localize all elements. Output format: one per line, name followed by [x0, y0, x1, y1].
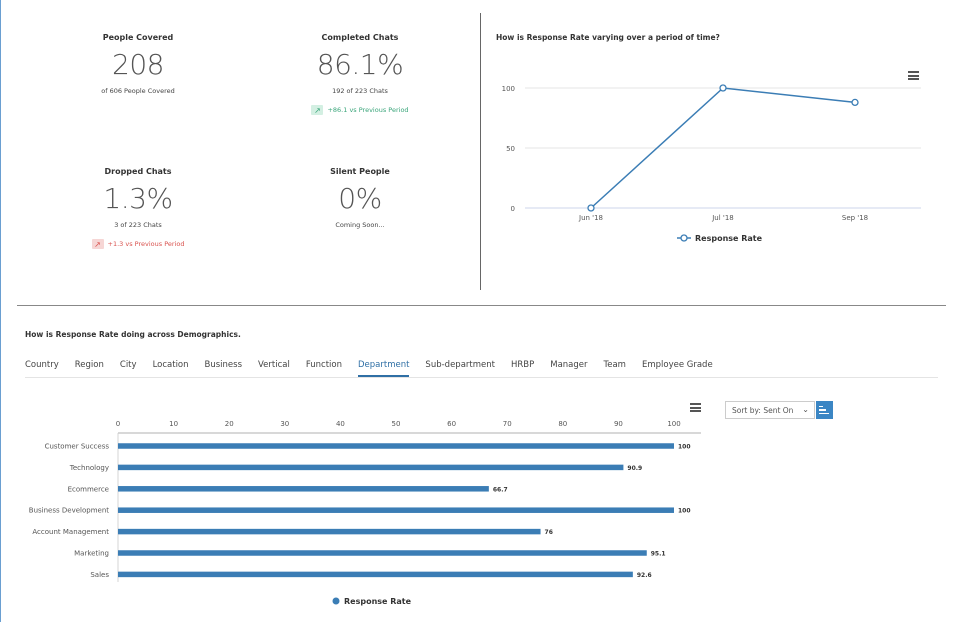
- kpi-title: People Covered: [102, 33, 174, 42]
- bar: [118, 443, 674, 449]
- y-tick-label: 50: [506, 145, 515, 153]
- kpi-subtitle: 192 of 223 Chats: [332, 87, 388, 95]
- vertical-divider: [480, 13, 481, 290]
- kpi-subtitle: Coming Soon...: [335, 221, 385, 229]
- data-label: 66.7: [493, 486, 508, 493]
- kpi-silent-people: Silent People 0% Coming Soon...: [250, 167, 470, 229]
- sort-dropdown[interactable]: Sort by: Sent On ⌄: [725, 401, 815, 419]
- x-tick-label: Jul '18: [711, 214, 734, 222]
- kpi-value: 208: [112, 48, 164, 81]
- y-tick-label: Account Management: [32, 528, 109, 536]
- data-label: 100: [678, 508, 691, 515]
- x-tick-label: 60: [447, 420, 456, 428]
- tab-location[interactable]: Location: [152, 360, 189, 370]
- data-label: 92.6: [637, 572, 652, 579]
- y-tick-label: Marketing: [74, 550, 109, 558]
- data-label: 100: [678, 444, 691, 451]
- tab-team[interactable]: Team: [603, 360, 626, 370]
- x-tick-label: 0: [116, 420, 120, 428]
- x-tick-label: 40: [336, 420, 345, 428]
- bar: [118, 507, 674, 513]
- tab-department[interactable]: Department: [357, 358, 410, 377]
- tab-hrbp[interactable]: HRBP: [510, 360, 535, 370]
- kpi-subtitle: 3 of 223 Chats: [114, 221, 162, 229]
- kpi-dropped-chats: Dropped Chats 1.3% 3 of 223 Chats ↗ +1.3…: [28, 167, 248, 251]
- trend-badge: ↗ +1.3 vs Previous Period: [91, 239, 185, 249]
- legend-marker: [332, 597, 340, 605]
- kpi-subtitle: of 606 People Covered: [101, 87, 175, 95]
- y-tick-label: Ecommerce: [68, 485, 109, 493]
- trend-up-arrow-icon: ↗: [91, 239, 104, 249]
- tab-sub-department[interactable]: Sub-department: [425, 360, 495, 370]
- chart-menu-icon[interactable]: [908, 71, 919, 80]
- trend-text: +86.1 vs Previous Period: [327, 106, 409, 114]
- tab-city[interactable]: City: [119, 360, 137, 370]
- data-label: 76: [545, 529, 553, 536]
- x-tick-label: Sep '18: [842, 214, 868, 222]
- bar: [118, 571, 633, 578]
- x-tick-label: Jun '18: [578, 214, 603, 222]
- tab-country[interactable]: Country: [25, 360, 59, 370]
- x-tick-label: 80: [558, 420, 567, 428]
- tab-employee-grade[interactable]: Employee Grade: [641, 360, 713, 370]
- kpi-value: 86.1%: [316, 48, 404, 81]
- x-tick-label: 10: [169, 420, 178, 428]
- legend-marker: [680, 234, 688, 242]
- bar: [118, 550, 647, 556]
- kpi-value: 1.3%: [103, 182, 173, 215]
- bar: [118, 464, 624, 471]
- data-point: [587, 204, 595, 212]
- trend-up-arrow-icon: ↗: [311, 105, 324, 115]
- chart-menu-icon[interactable]: [690, 403, 701, 412]
- tab-business[interactable]: Business: [204, 360, 242, 370]
- bar: [118, 528, 541, 535]
- kpi-value: 0%: [338, 182, 382, 215]
- bar-chart: 0 10 20 30 40 50 60 70 80 90 100 Customer Success 10…: [29, 420, 701, 606]
- data-label: 95.1: [651, 551, 666, 558]
- horizontal-divider: [17, 305, 946, 306]
- chevron-down-icon: ⌄: [802, 405, 809, 414]
- tab-region[interactable]: Region: [74, 360, 104, 370]
- kpi-title: Completed Chats: [321, 33, 399, 42]
- line-chart-title: How is Response Rate varying over a peri…: [496, 33, 720, 42]
- y-tick-label: 100: [502, 85, 515, 93]
- kpi-completed-chats: Completed Chats 86.1% 192 of 223 Chats ↗…: [250, 33, 470, 117]
- x-tick-label: 30: [280, 420, 289, 428]
- bar: [118, 486, 489, 492]
- trend-text: +1.3 vs Previous Period: [107, 240, 185, 248]
- x-tick-label: 70: [503, 420, 512, 428]
- kpi-title: Dropped Chats: [104, 167, 172, 176]
- y-tick-label: Customer Success: [45, 443, 110, 451]
- y-tick-label: Technology: [69, 464, 109, 472]
- tab-vertical[interactable]: Vertical: [258, 360, 290, 370]
- y-tick-label: Business Development: [29, 507, 109, 515]
- x-tick-label: 50: [392, 420, 401, 428]
- tab-function[interactable]: Function: [305, 360, 342, 370]
- sort-order-button[interactable]: [816, 401, 833, 419]
- demographic-tabs: Country Region City Location Business Ve…: [25, 358, 938, 378]
- y-tick-label: Sales: [90, 571, 109, 579]
- y-tick-label: 0: [511, 205, 515, 213]
- trend-badge: ↗ +86.1 vs Previous Period: [311, 105, 409, 115]
- x-tick-label: 100: [667, 420, 680, 428]
- x-tick-label: 20: [225, 420, 234, 428]
- demographics-title: How is Response Rate doing across Demogr…: [25, 330, 241, 339]
- x-tick-label: 90: [614, 420, 623, 428]
- tab-manager[interactable]: Manager: [550, 360, 588, 370]
- kpi-title: Silent People: [330, 167, 390, 176]
- data-point: [851, 98, 859, 107]
- data-point: [719, 84, 727, 92]
- kpi-people-covered: People Covered 208 of 606 People Covered: [28, 33, 248, 95]
- data-label: 90.9: [627, 465, 642, 472]
- line-chart: 0 50 100 Jun '18 Jul '18 Sep '18 Response Rate: [502, 84, 921, 243]
- legend-label: Response Rate: [695, 234, 763, 243]
- legend-label: Response Rate: [344, 597, 412, 606]
- sort-dropdown-label: Sort by: Sent On: [732, 405, 794, 415]
